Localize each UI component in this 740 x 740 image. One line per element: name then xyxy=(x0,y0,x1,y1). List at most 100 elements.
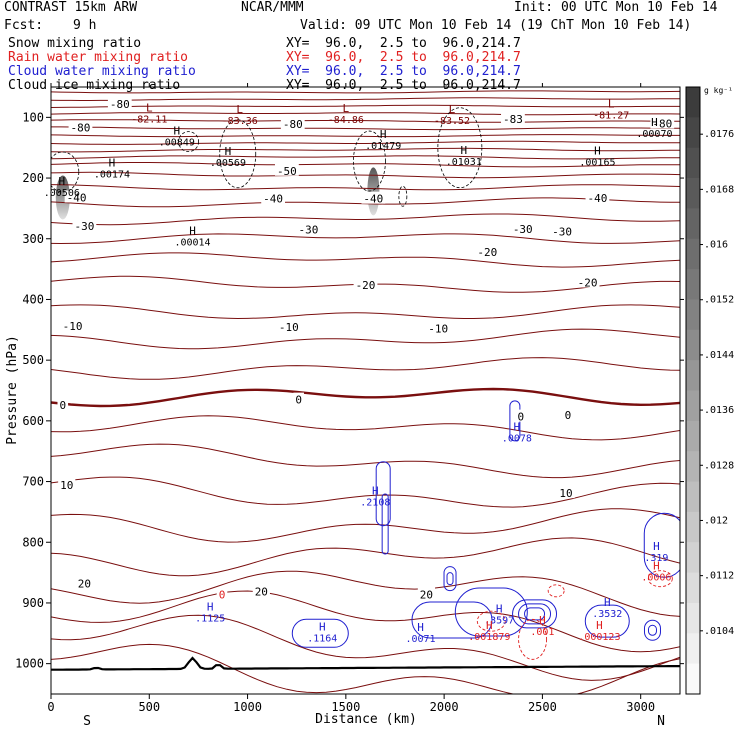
cloud-ice-contour xyxy=(353,130,386,192)
contour-label-bg xyxy=(216,587,228,600)
extremum-mark: H xyxy=(189,225,196,238)
extremum-value: .319 xyxy=(644,553,668,564)
extremum-value: .00165 xyxy=(579,157,615,168)
contour-label-bg xyxy=(64,190,89,203)
contour-label: -30 xyxy=(299,224,319,237)
extremum-value: .001879 xyxy=(468,632,510,643)
colorbar-band xyxy=(686,572,700,604)
contour-label: 0 xyxy=(219,588,226,601)
y-tick-label: 900 xyxy=(22,596,44,610)
extremum-value: .1164 xyxy=(307,633,337,644)
freezing-isotherm xyxy=(51,387,680,408)
isotherm-line xyxy=(51,126,680,131)
colorbar-label: .0112 xyxy=(704,571,734,582)
colorbar-label: .012 xyxy=(704,515,728,526)
y-axis-title: Pressure (hPa) xyxy=(5,335,20,445)
x-axis-title: Distance (km) xyxy=(315,712,417,727)
isotherm-line xyxy=(51,134,680,138)
extremum-value: .00569 xyxy=(210,158,246,169)
y-tick-label: 600 xyxy=(22,414,44,428)
isotherm-line xyxy=(51,104,680,108)
isotherm-line xyxy=(51,197,680,208)
isotherm-line xyxy=(51,614,680,681)
extremum-value: -83.36 xyxy=(222,116,258,127)
cloud-water-contour xyxy=(381,493,389,555)
contour-label: 10 xyxy=(60,479,73,492)
cloud-ice-contour xyxy=(51,151,80,193)
colorbar-band xyxy=(686,451,700,483)
contour-label-bg xyxy=(72,219,97,232)
contour-label-bg xyxy=(293,392,304,405)
field-name-rain: Rain water mixing ratio xyxy=(8,50,189,65)
colorbar-label: .0152 xyxy=(704,295,734,306)
isotherm-line xyxy=(51,140,680,145)
cloud-ice-contour xyxy=(398,185,408,207)
contour-label-bg xyxy=(280,117,305,130)
extremum-mark: H xyxy=(173,124,180,137)
cloud-water-contour xyxy=(443,566,457,592)
contour-label: 10 xyxy=(559,487,572,500)
snow-shading xyxy=(55,175,70,220)
isotherm-line xyxy=(51,171,680,179)
extremum-mark: H xyxy=(417,621,424,634)
extremum-mark: H xyxy=(596,619,603,632)
cloud-water-contour xyxy=(512,599,558,629)
extremum-mark: H xyxy=(372,484,379,497)
contour-label-bg xyxy=(557,486,575,499)
extremum-value: .01479 xyxy=(365,141,401,152)
field-xy-cloud-ice: XY= 96.0, 2.5 to 96.0,214.7 xyxy=(286,78,521,93)
isotherm-line xyxy=(51,537,680,577)
colorbar-unit: g kg⁻¹ xyxy=(704,86,733,95)
isotherm-line xyxy=(51,97,680,101)
contour-label-bg xyxy=(585,191,610,204)
contour-label: 20 xyxy=(255,585,268,598)
isotherm-line xyxy=(51,162,680,168)
contour-label: 20 xyxy=(78,578,91,591)
isotherm-line xyxy=(51,643,680,694)
extremum-mark: L xyxy=(449,103,456,116)
contour-label: -20 xyxy=(578,276,598,289)
isotherm-line xyxy=(51,443,680,479)
extremum-value: .0071 xyxy=(405,634,435,645)
isotherm-line xyxy=(51,252,680,268)
isotherm-line xyxy=(51,508,680,543)
extremum-mark: H xyxy=(109,157,116,170)
extremum-mark: H xyxy=(653,540,660,553)
field-name-cloud-ice: Cloud ice mixing ratio xyxy=(8,78,181,93)
cloud-water-contour xyxy=(584,604,630,638)
colorbar-frame xyxy=(685,86,701,695)
y-tick-label: 400 xyxy=(22,292,44,306)
extremum-value: -81.27 xyxy=(593,111,629,122)
rain-water-contour xyxy=(647,570,673,588)
contour-label-bg xyxy=(550,224,574,237)
contour-label: -10 xyxy=(63,320,83,333)
y-tick-label: 700 xyxy=(22,475,44,489)
y-tick-label: 1000 xyxy=(15,657,44,671)
rain-water-contour xyxy=(547,584,565,598)
x-tick-label: 0 xyxy=(47,700,54,714)
contour-label-bg xyxy=(296,222,321,235)
contour-label: 0 xyxy=(565,409,572,422)
model-title: CONTRAST 15km ARW xyxy=(4,0,138,15)
isotherm-line xyxy=(51,476,680,508)
colorbar-band xyxy=(686,178,700,209)
rain-water-contour xyxy=(518,618,548,660)
extremum-mark: H xyxy=(514,421,521,434)
contour-label-bg xyxy=(58,478,76,491)
extremum-value: -83.52 xyxy=(434,116,470,127)
extremum-value: .000123 xyxy=(578,632,620,643)
contour-label: -80 xyxy=(652,117,672,130)
extremum-value: .00014 xyxy=(174,238,210,249)
contour-label: 0 xyxy=(295,394,302,407)
extremum-value: .2108 xyxy=(360,497,390,508)
isotherm-line xyxy=(51,415,680,441)
contour-label: -50 xyxy=(277,165,297,178)
contour-label: -80 xyxy=(110,98,130,111)
colorbar-label: .0168 xyxy=(704,184,734,195)
colorbar-label: .016 xyxy=(704,240,728,251)
cloud-water-contour xyxy=(291,618,349,648)
extremum-mark: H xyxy=(653,560,660,573)
cloud-water-contour xyxy=(643,512,680,578)
north-end-label: N xyxy=(657,714,665,729)
extremum-mark: H xyxy=(58,175,65,188)
